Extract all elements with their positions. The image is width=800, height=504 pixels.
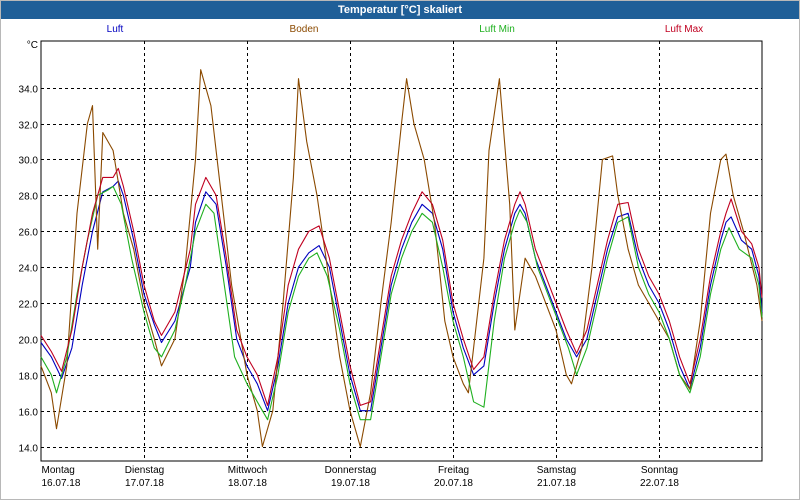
- temperature-chart: 14.0 16.0 18.0 20.0 22.0 24.0 26.0 28.0 30.0 32.0…: [19, 24, 763, 489]
- y-tick-label: 18.0: [19, 372, 39, 383]
- legend-entry: Boden: [290, 24, 319, 35]
- x-tick-label-date: 17.07.18: [125, 478, 164, 489]
- x-tick-label-day: Dienstag: [125, 465, 164, 476]
- y-tick-label: 30.0: [19, 156, 39, 167]
- x-tick-label-day: Donnerstag: [325, 465, 377, 476]
- y-tick-label: 32.0: [19, 121, 39, 132]
- y-tick-label: 34.0: [19, 85, 39, 96]
- x-tick-label-day: Freitag: [438, 465, 469, 476]
- x-tick-label-date: 19.07.18: [331, 478, 370, 489]
- y-tick-label: 20.0: [19, 336, 39, 347]
- y-tick-label: 26.0: [19, 228, 39, 239]
- x-tick-label-day: Sonntag: [641, 465, 678, 476]
- x-tick-label-date: 22.07.18: [640, 478, 679, 489]
- y-tick-label: 22.0: [19, 300, 39, 311]
- legend-entry: Luft: [107, 24, 124, 35]
- x-tick-label-date: 16.07.18: [42, 478, 81, 489]
- series-line-luft-min: [40, 185, 763, 421]
- series-line-boden: [40, 69, 763, 448]
- plot-area: 14.0 16.0 18.0 20.0 22.0 24.0 26.0 28.0 30.0 32.0…: [1, 19, 799, 499]
- legend-entry: Luft Min: [479, 24, 515, 35]
- x-tick-label-day: Samstag: [537, 465, 576, 476]
- x-tick-label-date: 20.07.18: [434, 478, 473, 489]
- y-tick-label: 28.0: [19, 192, 39, 203]
- y-tick-label: 14.0: [19, 444, 39, 455]
- series-line-luft: [40, 180, 763, 412]
- x-tick-label-date: 21.07.18: [537, 478, 576, 489]
- x-tick-label-day: Montag: [42, 465, 75, 476]
- x-tick-label-day: Mittwoch: [228, 465, 267, 476]
- series-line-luft-max: [40, 167, 763, 406]
- x-tick-label-date: 18.07.18: [228, 478, 267, 489]
- legend-entry: Luft Max: [665, 24, 703, 35]
- window-title: Temperatur [°C] skaliert: [1, 1, 799, 19]
- y-tick-label: 16.0: [19, 408, 39, 419]
- y-axis-label: °C: [27, 40, 38, 51]
- y-tick-label: 24.0: [19, 264, 39, 275]
